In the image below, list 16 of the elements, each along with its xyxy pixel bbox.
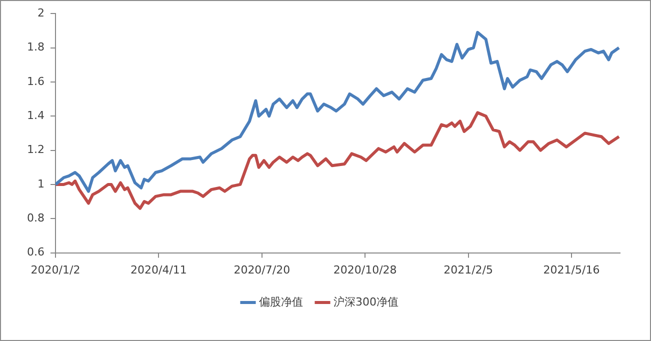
x-tick-label: 2020/7/20 xyxy=(234,263,290,276)
y-tick-label: 1 xyxy=(37,177,44,190)
y-tick-label: 1.6 xyxy=(26,74,44,88)
y-tick-label: 2 xyxy=(37,6,44,20)
y-tick-label: 0.6 xyxy=(26,246,44,259)
y-tick-label: 1.2 xyxy=(26,143,44,156)
y-tick-label: 0.8 xyxy=(26,211,44,224)
x-tick-label: 2021/2/5 xyxy=(444,263,493,276)
y-tick-label: 1.4 xyxy=(26,108,44,122)
x-tick-label: 2020/10/28 xyxy=(333,263,397,276)
legend-label: 偏股净值 xyxy=(259,295,303,308)
legend-label: 沪深300净值 xyxy=(334,295,398,308)
x-tick-label: 2020/4/11 xyxy=(130,263,187,276)
x-tick-label: 2021/5/16 xyxy=(543,263,600,276)
y-tick-label: 1.8 xyxy=(26,40,44,54)
x-tick-label: 2020/1/2 xyxy=(30,263,80,276)
